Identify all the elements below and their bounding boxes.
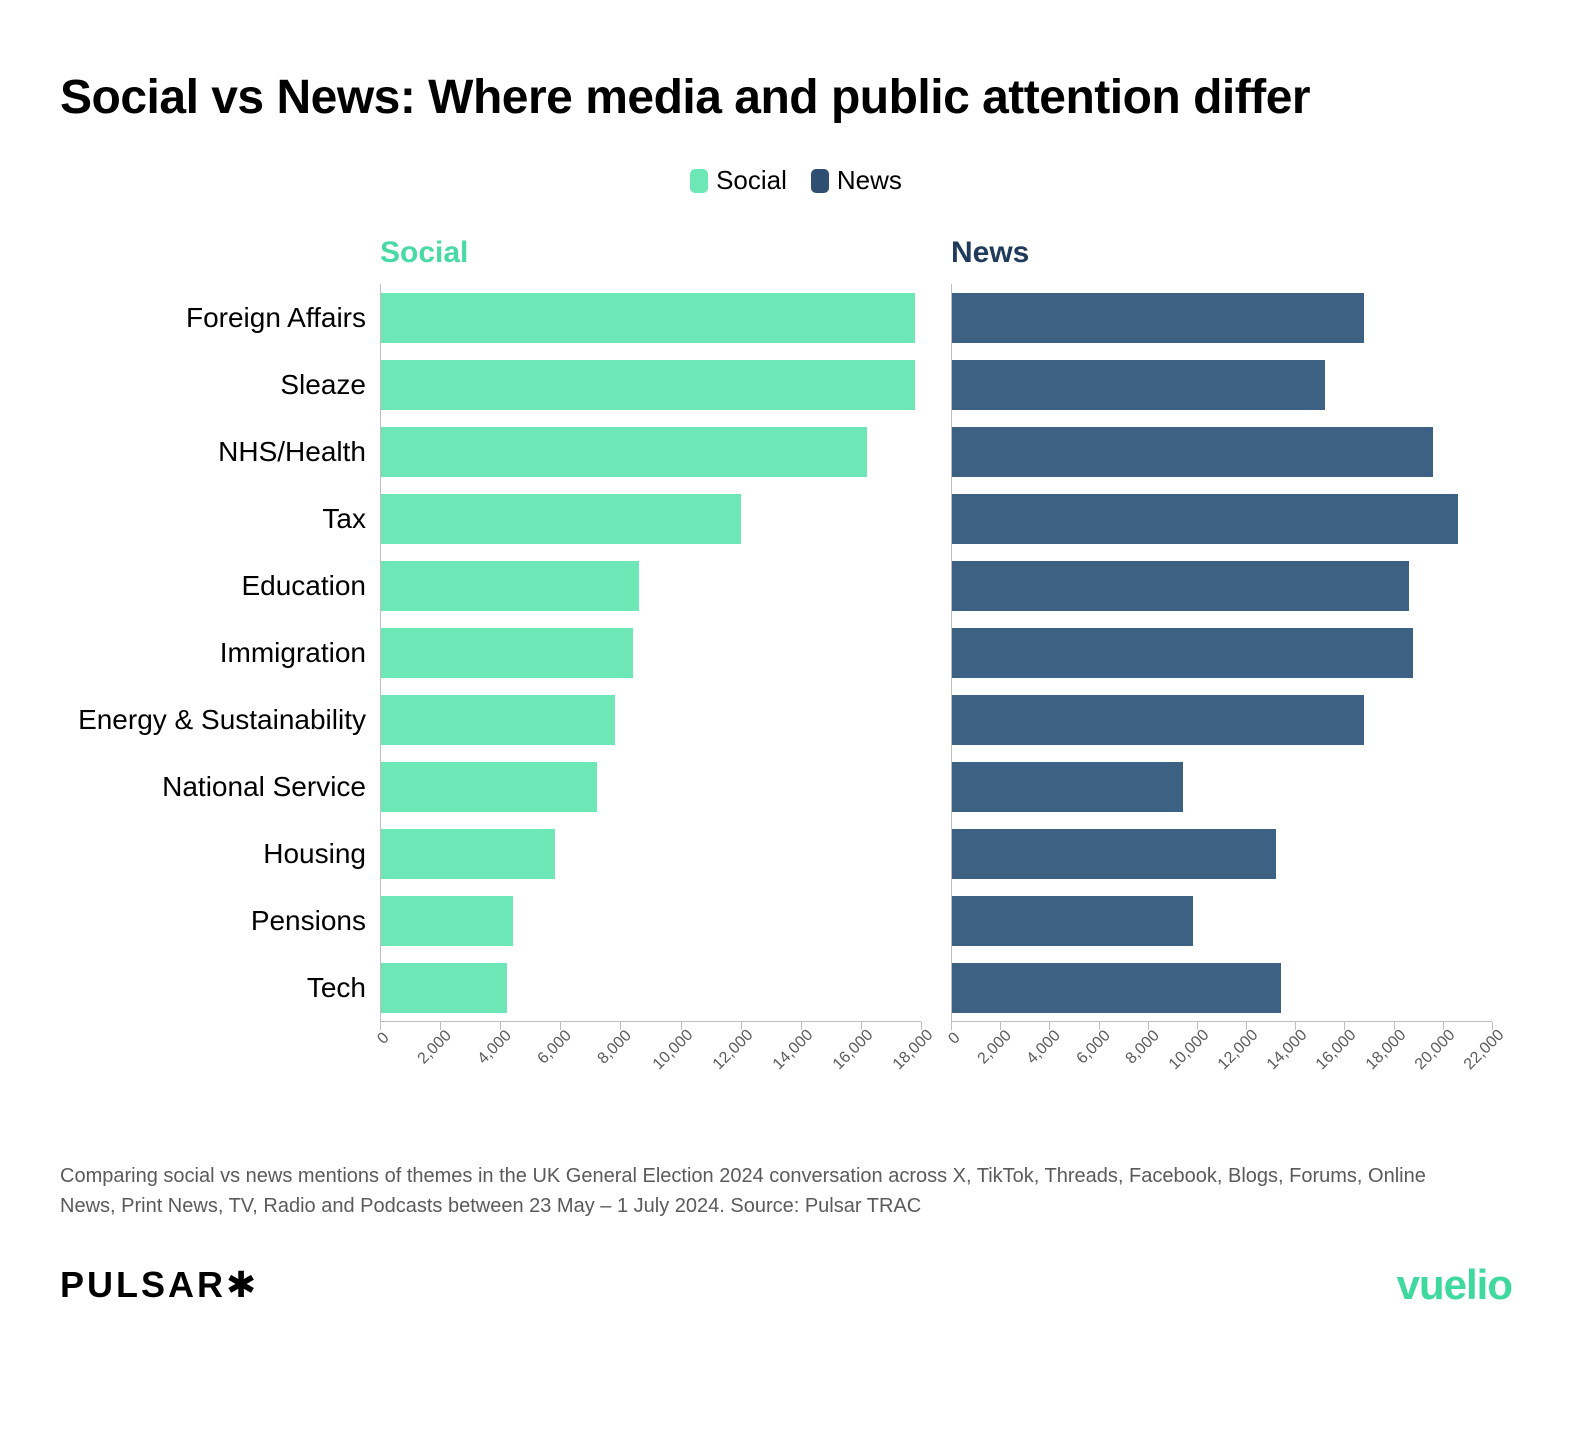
bar-social [381,427,867,477]
tick-label: 10,000 [1166,1027,1213,1074]
x-axis-social: 02,0004,0006,0008,00010,00012,00014,0001… [380,1021,921,1101]
tick-label: 6,000 [1073,1027,1114,1068]
bar-news [952,829,1276,879]
legend-swatch-social [690,169,708,193]
brand-pulsar: PULSAR✱ [60,1264,256,1306]
bar-social [381,360,915,410]
bar-news [952,427,1433,477]
tick-label: 2,000 [415,1027,456,1068]
tick-label: 4,000 [1024,1027,1065,1068]
bar-social [381,695,615,745]
category-label: Tax [60,503,380,535]
category-label: National Service [60,771,380,803]
tick-label: 16,000 [1313,1027,1360,1074]
tick-label: 12,000 [710,1027,757,1074]
category-label: Housing [60,838,380,870]
bar-social [381,896,513,946]
bar-news [952,963,1281,1013]
tick-label: 22,000 [1461,1027,1508,1074]
tick-label: 4,000 [475,1027,516,1068]
chart-caption: Comparing social vs news mentions of the… [60,1161,1480,1221]
asterisk-icon: ✱ [226,1264,256,1305]
tick-label: 12,000 [1215,1027,1262,1074]
bar-social [381,561,639,611]
bar-social [381,494,741,544]
bar-news [952,494,1458,544]
bar-social [381,628,633,678]
panel-news: 02,0004,0006,0008,00010,00012,00014,0001… [951,284,1492,1101]
footer: PULSAR✱ vuelio [60,1261,1532,1309]
legend-item-news: News [811,165,902,196]
tick-label: 8,000 [595,1027,636,1068]
tick-label: 16,000 [830,1027,877,1074]
tick-label: 14,000 [1264,1027,1311,1074]
category-axis: Foreign Affairs Sleaze NHS/Health Tax Educat… [60,284,380,1101]
bar-news [952,561,1409,611]
legend-swatch-news [811,169,829,193]
tick-label: 10,000 [649,1027,696,1074]
category-label: Tech [60,972,380,1004]
legend-label-news: News [837,165,902,196]
bar-news [952,628,1413,678]
bar-news [952,293,1364,343]
panel-header-news: News [951,236,1492,284]
bar-news [952,896,1193,946]
chart-title: Social vs News: Where media and public a… [60,70,1532,125]
category-label: Pensions [60,905,380,937]
chart: Social News Foreign Affairs Sleaze NHS/Hea… [60,236,1532,1101]
category-label: Foreign Affairs [60,302,380,334]
tick-label: 18,000 [1362,1027,1409,1074]
bar-news [952,762,1183,812]
legend-item-social: Social [690,165,787,196]
panel-social: 02,0004,0006,0008,00010,00012,00014,0001… [380,284,921,1101]
category-label: Energy & Sustainability [60,704,380,736]
category-label: Immigration [60,637,380,669]
category-label: Sleaze [60,369,380,401]
tick-label: 14,000 [770,1027,817,1074]
category-label: Education [60,570,380,602]
tick-label: 20,000 [1412,1027,1459,1074]
tick-label: 8,000 [1122,1027,1163,1068]
legend: Social News [60,165,1532,196]
category-label: NHS/Health [60,436,380,468]
bar-social [381,293,915,343]
bar-social [381,963,507,1013]
bar-social [381,829,555,879]
brand-pulsar-text: PULSAR [60,1264,226,1305]
bar-news [952,360,1325,410]
tick-label: 2,000 [975,1027,1016,1068]
bar-news [952,695,1364,745]
bar-social [381,762,597,812]
brand-vuelio: vuelio [1397,1261,1512,1309]
panel-header-social: Social [380,236,921,284]
x-axis-news: 02,0004,0006,0008,00010,00012,00014,0001… [951,1021,1492,1101]
legend-label-social: Social [716,165,787,196]
tick-label: 6,000 [535,1027,576,1068]
